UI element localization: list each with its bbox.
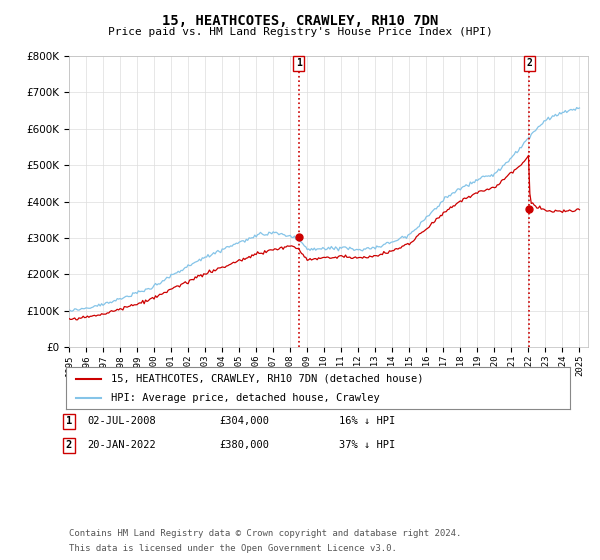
Text: 20-JAN-2022: 20-JAN-2022 xyxy=(87,440,156,450)
Text: 02-JUL-2008: 02-JUL-2008 xyxy=(87,416,156,426)
Text: 2: 2 xyxy=(526,58,532,68)
Text: Price paid vs. HM Land Registry's House Price Index (HPI): Price paid vs. HM Land Registry's House … xyxy=(107,27,493,37)
Text: Contains HM Land Registry data © Crown copyright and database right 2024.: Contains HM Land Registry data © Crown c… xyxy=(69,529,461,538)
Text: 1: 1 xyxy=(296,58,302,68)
Text: 16% ↓ HPI: 16% ↓ HPI xyxy=(339,416,395,426)
Text: 1: 1 xyxy=(66,416,72,426)
Text: 2: 2 xyxy=(66,440,72,450)
Text: £380,000: £380,000 xyxy=(219,440,269,450)
Text: This data is licensed under the Open Government Licence v3.0.: This data is licensed under the Open Gov… xyxy=(69,544,397,553)
Text: HPI: Average price, detached house, Crawley: HPI: Average price, detached house, Craw… xyxy=(112,393,380,403)
Text: 15, HEATHCOTES, CRAWLEY, RH10 7DN: 15, HEATHCOTES, CRAWLEY, RH10 7DN xyxy=(162,14,438,28)
Text: 37% ↓ HPI: 37% ↓ HPI xyxy=(339,440,395,450)
Text: 15, HEATHCOTES, CRAWLEY, RH10 7DN (detached house): 15, HEATHCOTES, CRAWLEY, RH10 7DN (detac… xyxy=(112,374,424,384)
Text: £304,000: £304,000 xyxy=(219,416,269,426)
